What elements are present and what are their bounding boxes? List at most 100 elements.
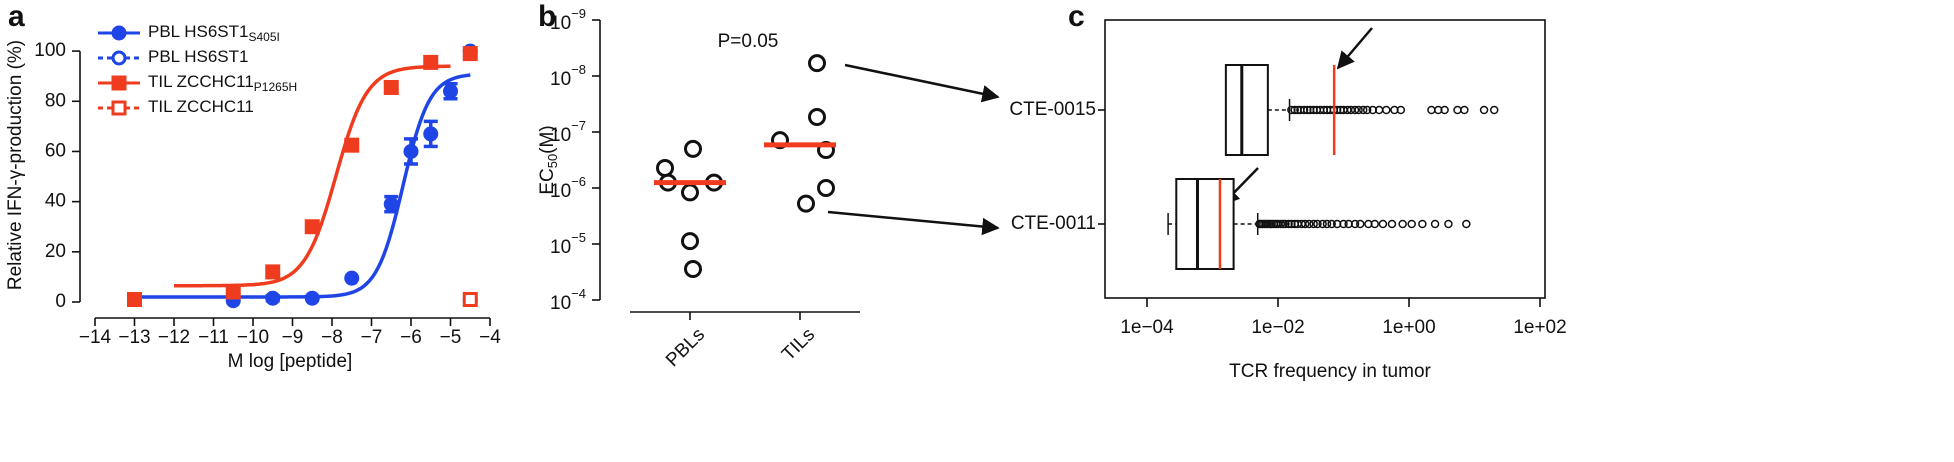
arrow (827, 210, 1000, 236)
marker (462, 291, 478, 307)
tick-power: −9 (571, 6, 586, 21)
outlier (1354, 105, 1363, 115)
outlier (1407, 219, 1416, 229)
y-axis-title: EC50(M) (537, 125, 560, 194)
marker (225, 284, 241, 300)
legend-subscript: S405I (248, 30, 279, 44)
marker (462, 46, 478, 62)
marker (111, 25, 127, 41)
legend-label: TIL ZCCHC11 (148, 97, 254, 116)
outlier (1350, 219, 1360, 229)
point (808, 108, 826, 127)
x-tick-label: −14 (79, 327, 112, 348)
legend-name: PBL HS6ST1 (148, 22, 248, 41)
outlier (1479, 105, 1489, 115)
x-tick-label: 1e+00 (1382, 317, 1435, 338)
outlier (1444, 219, 1453, 229)
outlier (1305, 219, 1314, 229)
tick-base: 10 (550, 13, 571, 34)
outlier (1378, 219, 1388, 229)
outlier (1418, 219, 1427, 229)
outlier (1489, 105, 1499, 115)
x-tick-label: −8 (321, 327, 343, 348)
y-title-text: EC (537, 168, 558, 194)
y-tick-label: 10−6 (550, 174, 586, 202)
legend-subscript: P1265H (254, 80, 297, 94)
tick-base: 10 (550, 293, 571, 314)
point (817, 179, 835, 197)
marker (265, 264, 281, 280)
box (1224, 64, 1269, 156)
marker (111, 75, 127, 91)
marker (423, 54, 439, 70)
x-tick-label: −7 (361, 327, 383, 348)
marker (127, 291, 142, 307)
outlier (1427, 105, 1436, 115)
outlier (1322, 219, 1332, 229)
y-tick-label: 100 (34, 40, 66, 61)
x-tick-label: −9 (282, 327, 304, 348)
point (684, 260, 702, 279)
tick-base: 10 (550, 181, 571, 202)
outlier (1370, 219, 1380, 229)
outlier (1309, 219, 1318, 229)
marker (304, 290, 320, 306)
point (656, 159, 674, 178)
marker (265, 290, 281, 306)
annotation: P=0.05 (718, 31, 779, 52)
point (681, 232, 699, 251)
x-tick-label: 1e−02 (1251, 317, 1304, 338)
x-tick-label: −10 (237, 327, 269, 348)
legend-label: TIL ZCCHC11P1265H (148, 72, 297, 94)
y-tick-label: 10−9 (550, 6, 586, 34)
outlier (1355, 219, 1365, 229)
outlier (1284, 219, 1293, 229)
marker (383, 79, 399, 95)
x-tick-label: 1e+02 (1513, 317, 1566, 338)
point (771, 131, 789, 150)
outlier (1350, 105, 1360, 115)
marker (423, 126, 439, 142)
marker (403, 143, 419, 159)
box (1175, 178, 1235, 270)
outlier (1281, 219, 1290, 229)
outlier (1462, 219, 1471, 229)
y-title-sub: 50 (545, 154, 560, 168)
marker (111, 50, 127, 66)
y-tick-label: 40 (45, 191, 66, 212)
marker (344, 270, 360, 286)
x-tick-label: −12 (158, 327, 190, 348)
tick-base: 10 (550, 125, 571, 146)
legend-name: TIL ZCCHC11 (148, 72, 254, 91)
outlier (1339, 219, 1348, 229)
y-axis-title: Relative IFN-γ-production (%) (5, 40, 26, 290)
outlier (1318, 219, 1327, 229)
legend-name: PBL HS6ST1 (148, 47, 248, 66)
marker (344, 137, 360, 153)
outlier (1313, 219, 1322, 229)
outlier (1398, 219, 1407, 229)
y-tick-label: CTE-0011 (1011, 213, 1096, 234)
outlier (1299, 105, 1309, 115)
outlier (1300, 219, 1310, 229)
x-tick-label: −6 (400, 327, 422, 348)
x-tick-label: −11 (198, 327, 229, 348)
point (684, 139, 702, 158)
y-tick-label: 10−7 (550, 118, 586, 146)
point (797, 194, 815, 213)
x-tick-label: PBLs (662, 324, 709, 371)
outlier (1382, 105, 1391, 115)
outlier (1362, 105, 1372, 115)
y-tick-label: 60 (45, 140, 66, 161)
x-tick-label: −4 (479, 327, 501, 348)
tick-power: −8 (571, 62, 586, 77)
outlier (1440, 105, 1449, 115)
x-axis-title: TCR frequency in tumor (1229, 361, 1431, 382)
point (808, 54, 826, 73)
marker (383, 196, 399, 212)
marker (304, 219, 320, 235)
y-tick-label: 0 (55, 291, 66, 312)
arrow (1336, 27, 1373, 70)
marker (111, 100, 127, 116)
point (681, 183, 699, 202)
